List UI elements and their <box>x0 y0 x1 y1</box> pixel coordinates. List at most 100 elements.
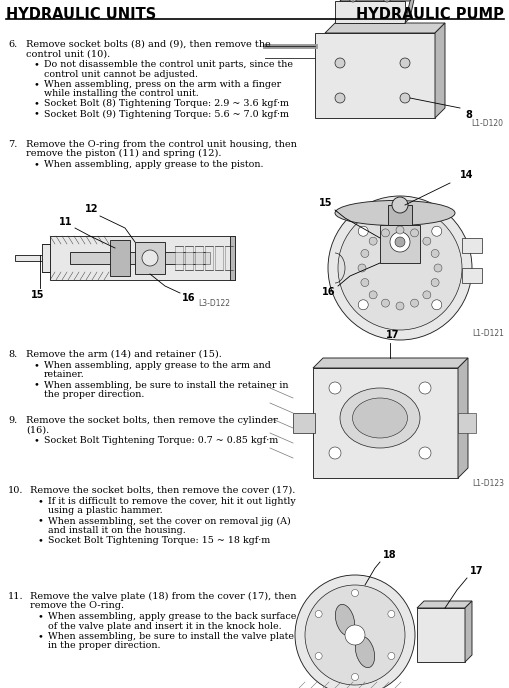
Text: and install it on the housing.: and install it on the housing. <box>48 526 185 535</box>
Text: Remove the arm (14) and retainer (15).: Remove the arm (14) and retainer (15). <box>26 350 221 359</box>
FancyBboxPatch shape <box>230 236 235 280</box>
Circle shape <box>395 302 403 310</box>
Text: When assembling, be sure to install the retainer in: When assembling, be sure to install the … <box>44 380 288 389</box>
FancyBboxPatch shape <box>334 1 404 23</box>
FancyBboxPatch shape <box>387 205 411 225</box>
Text: retainer.: retainer. <box>44 370 84 379</box>
FancyBboxPatch shape <box>70 252 210 264</box>
Text: •: • <box>34 380 40 389</box>
Text: Socket Bolt Tightening Torque: 0.7 ~ 0.85 kgf·m: Socket Bolt Tightening Torque: 0.7 ~ 0.8… <box>44 436 278 445</box>
Polygon shape <box>404 0 414 23</box>
Circle shape <box>360 279 368 286</box>
Text: 15: 15 <box>31 290 45 300</box>
Polygon shape <box>340 0 414 1</box>
Text: When assembling, apply grease to the arm and: When assembling, apply grease to the arm… <box>44 361 270 370</box>
Circle shape <box>142 250 158 266</box>
Polygon shape <box>457 358 467 478</box>
FancyBboxPatch shape <box>461 238 481 253</box>
Text: remove the piston (11) and spring (12).: remove the piston (11) and spring (12). <box>26 149 221 158</box>
Text: 11.: 11. <box>8 592 23 601</box>
Circle shape <box>410 229 418 237</box>
Text: 16: 16 <box>321 287 334 297</box>
Text: Socket Bolt (8) Tightening Torque: 2.9 ~ 3.6 kgf·m: Socket Bolt (8) Tightening Torque: 2.9 ~… <box>44 99 289 108</box>
Text: remove the O-ring.: remove the O-ring. <box>30 601 124 610</box>
Circle shape <box>410 299 418 307</box>
Circle shape <box>394 237 404 247</box>
FancyBboxPatch shape <box>42 244 50 272</box>
Text: HYDRAULIC UNITS: HYDRAULIC UNITS <box>6 7 156 22</box>
Text: •: • <box>38 536 44 545</box>
Text: When assembling, apply grease to the back surface: When assembling, apply grease to the bac… <box>48 612 296 621</box>
Text: 15: 15 <box>318 198 331 208</box>
FancyBboxPatch shape <box>205 246 213 270</box>
Text: •: • <box>34 80 40 89</box>
Text: Remove the O-ring from the control unit housing, then: Remove the O-ring from the control unit … <box>26 140 296 149</box>
FancyBboxPatch shape <box>185 246 192 270</box>
Circle shape <box>344 625 364 645</box>
Text: 8: 8 <box>464 110 471 120</box>
FancyBboxPatch shape <box>461 268 481 283</box>
Circle shape <box>431 226 441 236</box>
Text: while installing the control unit.: while installing the control unit. <box>44 89 199 98</box>
Ellipse shape <box>355 636 374 667</box>
Text: Remove socket bolts (8) and (9), then remove the: Remove socket bolts (8) and (9), then re… <box>26 40 270 49</box>
Text: •: • <box>34 160 40 169</box>
Text: If it is difficult to remove the cover, hit it out lightly: If it is difficult to remove the cover, … <box>48 497 295 506</box>
Text: •: • <box>38 632 44 641</box>
Circle shape <box>357 300 367 310</box>
Circle shape <box>315 610 322 618</box>
Circle shape <box>387 610 394 618</box>
Circle shape <box>433 264 441 272</box>
Ellipse shape <box>352 398 407 438</box>
Circle shape <box>334 58 344 68</box>
Circle shape <box>381 229 389 237</box>
Circle shape <box>395 226 403 234</box>
FancyBboxPatch shape <box>313 368 457 478</box>
Text: When assembling, be sure to install the valve plate: When assembling, be sure to install the … <box>48 632 293 641</box>
Text: 17: 17 <box>385 330 399 340</box>
Text: 16: 16 <box>182 293 195 303</box>
Text: control unit (10).: control unit (10). <box>26 50 110 58</box>
Text: When assembling, apply grease to the piston.: When assembling, apply grease to the pis… <box>44 160 263 169</box>
Text: Remove the socket bolts, then remove the cylinder: Remove the socket bolts, then remove the… <box>26 416 277 425</box>
Text: HYDRAULIC PUMP: HYDRAULIC PUMP <box>355 7 503 22</box>
Text: 7.: 7. <box>8 140 17 149</box>
Text: Do not disassemble the control unit parts, since the: Do not disassemble the control unit part… <box>44 61 293 69</box>
Text: Socket Bolt Tightening Torque: 15 ~ 18 kgf·m: Socket Bolt Tightening Torque: 15 ~ 18 k… <box>48 536 270 545</box>
FancyBboxPatch shape <box>15 255 45 261</box>
Text: 12: 12 <box>84 204 98 214</box>
Circle shape <box>328 382 341 394</box>
FancyBboxPatch shape <box>457 413 475 433</box>
Text: 10.: 10. <box>8 486 23 495</box>
Text: Socket Bolt (9) Tightening Torque: 5.6 ~ 7.0 kgf·m: Socket Bolt (9) Tightening Torque: 5.6 ~… <box>44 109 289 118</box>
Text: 6.: 6. <box>8 40 17 49</box>
Circle shape <box>389 232 409 252</box>
Polygon shape <box>464 601 471 662</box>
Circle shape <box>328 447 341 459</box>
Circle shape <box>351 674 358 680</box>
FancyBboxPatch shape <box>379 225 419 263</box>
FancyBboxPatch shape <box>175 246 183 270</box>
Text: 18: 18 <box>382 550 396 560</box>
Polygon shape <box>313 358 467 368</box>
FancyBboxPatch shape <box>315 33 434 118</box>
Text: •: • <box>38 497 44 506</box>
Text: •: • <box>34 61 40 69</box>
Text: •: • <box>38 517 44 526</box>
Circle shape <box>422 291 430 299</box>
Text: the proper direction.: the proper direction. <box>44 390 144 399</box>
Circle shape <box>315 652 322 660</box>
Text: •: • <box>34 361 40 370</box>
Text: 14: 14 <box>459 170 472 180</box>
Text: L3-D122: L3-D122 <box>197 299 230 308</box>
Text: When assembling, set the cover on removal jig (A): When assembling, set the cover on remova… <box>48 517 290 526</box>
Polygon shape <box>416 601 471 608</box>
Circle shape <box>391 197 407 213</box>
Text: Remove the socket bolts, then remove the cover (17).: Remove the socket bolts, then remove the… <box>30 486 295 495</box>
FancyBboxPatch shape <box>50 236 235 280</box>
Circle shape <box>337 206 461 330</box>
Circle shape <box>360 250 368 257</box>
Text: L1-D121: L1-D121 <box>471 329 503 338</box>
Circle shape <box>369 237 376 245</box>
Text: of the valve plate and insert it in the knock hole.: of the valve plate and insert it in the … <box>48 621 281 631</box>
